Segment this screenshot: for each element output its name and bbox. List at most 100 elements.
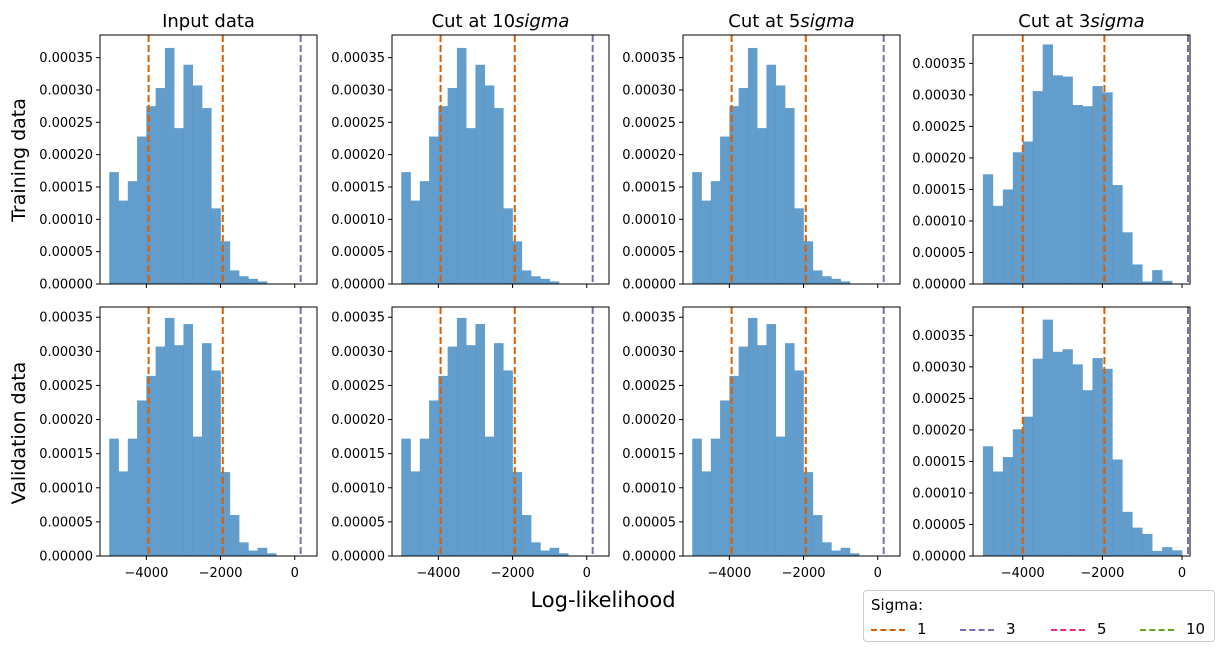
y-tick-label: 0.00015 (622, 447, 676, 462)
y-tick-label: 0.00000 (39, 278, 93, 293)
histogram-bar (419, 438, 430, 556)
y-tick-label: 0.00030 (622, 345, 676, 360)
histogram-bar (692, 172, 702, 284)
y-tick-label: 0.00010 (39, 481, 93, 496)
panel-training-2: 0.00000 0.00005 0.00010 0.00015 0.00020 0.000… (331, 11, 610, 293)
panel-training-1: 0.00000 0.00005 0.00010 0.00015 0.00020 0.000… (39, 11, 318, 293)
histogram-bar (982, 174, 994, 284)
histogram-bar (831, 278, 841, 284)
y-tick-label: 0.00000 (331, 550, 385, 565)
y-tick-label: 0.00030 (331, 83, 385, 98)
y-tick-label: 0.00030 (39, 345, 93, 360)
y-tick-label: 0.00005 (912, 518, 966, 533)
histogram-bar (549, 547, 560, 556)
histogram-bar (1052, 351, 1063, 556)
histogram-bar (710, 181, 721, 284)
histogram-bar (475, 324, 486, 556)
histogram-bar (438, 106, 448, 284)
histogram-bar (109, 438, 119, 556)
histogram-bar (766, 64, 777, 284)
histogram-bar (701, 471, 712, 556)
histogram-bar (266, 553, 277, 556)
histogram-bar (257, 547, 268, 556)
histogram-bar (558, 553, 569, 556)
histogram-bar (419, 181, 430, 284)
legend: Sigma: 1 3 5 10 (863, 590, 1215, 642)
histogram-bar (410, 200, 421, 284)
histogram-bar (1132, 527, 1143, 556)
legend-line-sigma-1 (871, 629, 905, 631)
histogram-bar (540, 278, 550, 284)
histogram-bar (747, 317, 758, 556)
histogram-bar (174, 345, 184, 556)
y-tick-label: 0.00025 (622, 116, 676, 131)
histogram-bar (803, 241, 814, 284)
column-title: Cut at 5sigma (728, 11, 854, 32)
histogram-bar (701, 200, 712, 284)
histogram-bar (1102, 92, 1113, 284)
histogram-bar (1122, 232, 1133, 284)
histogram-bar (1032, 358, 1043, 556)
histogram-bar (849, 553, 860, 556)
axes-frame (682, 34, 901, 285)
panel-validation-3: 0.00000 0.00005 0.00010 0.00015 0.00020 0.000… (622, 306, 901, 581)
axes-frame (391, 34, 610, 285)
panel-validation-4: 0.00000 0.00005 0.00010 0.00015 0.00020 0.000… (912, 306, 1191, 581)
panel-training-3: 0.00000 0.00005 0.00010 0.00015 0.00020 0.000… (622, 11, 901, 293)
y-tick-label: 0.00005 (622, 515, 676, 530)
legend-line-sigma-5 (1051, 629, 1085, 631)
histogram-bar (239, 542, 249, 556)
column-title: Cut at 3sigma (1018, 11, 1144, 32)
y-tick-label: 0.00035 (39, 51, 93, 66)
histogram-bar (1162, 547, 1173, 556)
histogram-bar (137, 400, 147, 556)
histogram-bar (812, 270, 823, 284)
panel-validation-1: 0.00000 0.00005 0.00010 0.00015 0.00020 0.000… (39, 306, 318, 581)
histogram-bar (521, 270, 532, 284)
histogram-bar (1022, 141, 1034, 284)
histogram-bar (512, 241, 523, 284)
x-tick-label: 0 (583, 566, 591, 581)
y-tick-label: 0.00030 (331, 345, 385, 360)
y-tick-label: 0.00030 (39, 83, 93, 98)
histogram-bar (118, 471, 129, 556)
x-tick-label: −2000 (782, 566, 826, 581)
histogram-bar (1062, 76, 1073, 284)
histogram-bar (503, 370, 513, 556)
y-tick-label: 0.00025 (331, 379, 385, 394)
histogram-bar (118, 200, 129, 284)
histogram-bar (1112, 459, 1123, 556)
y-tick-label: 0.00005 (331, 245, 385, 260)
histogram-bar (137, 136, 147, 284)
histogram-bar (1152, 550, 1163, 556)
histogram-bar (992, 471, 1004, 556)
histogram-bar (484, 85, 495, 284)
histogram-bar (812, 515, 823, 556)
histogram-bar (202, 108, 212, 284)
y-tick-label: 0.00010 (622, 213, 676, 228)
x-tick-label: 0 (874, 566, 882, 581)
histogram-bar (794, 208, 804, 284)
y-tick-label: 0.00015 (912, 455, 966, 470)
histogram-bar (1002, 457, 1014, 556)
histogram-bar (531, 542, 541, 556)
y-tick-label: 0.00005 (39, 515, 93, 530)
y-tick-label: 0.00020 (912, 423, 966, 438)
y-tick-label: 0.00020 (39, 413, 93, 428)
y-tick-label: 0.00010 (912, 486, 966, 501)
histogram-bar (1112, 185, 1123, 284)
x-tick-label: −2000 (199, 566, 243, 581)
histogram-bar (248, 550, 258, 556)
x-tick-label: −4000 (124, 566, 168, 581)
histogram-bar (803, 472, 814, 556)
y-tick-label: 0.00005 (39, 245, 93, 260)
y-tick-label: 0.00005 (622, 245, 676, 260)
histogram-bar (757, 345, 767, 556)
histogram-bar (822, 542, 832, 556)
histogram-bar (211, 370, 221, 556)
histogram-bar (447, 346, 458, 556)
histogram-bar (429, 400, 439, 556)
histogram-bar (429, 136, 439, 284)
y-tick-label: 0.00010 (331, 213, 385, 228)
histogram-bar (202, 343, 212, 556)
